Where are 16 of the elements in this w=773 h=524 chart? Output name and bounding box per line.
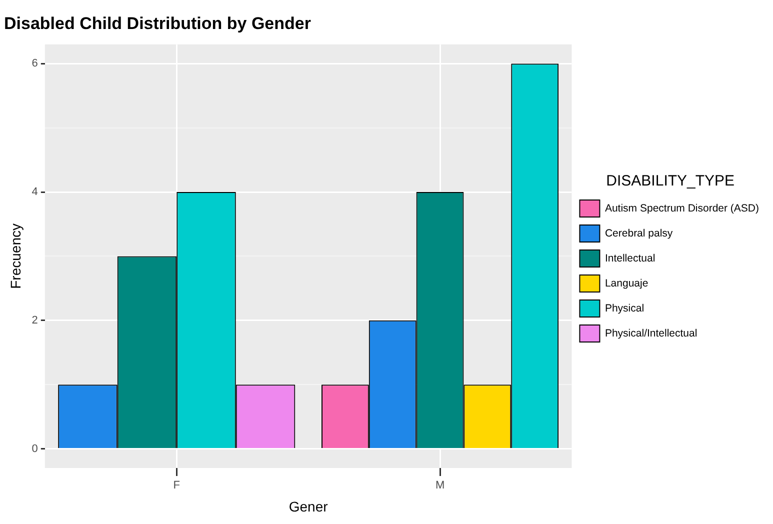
y-tick-label: 6 — [32, 58, 38, 70]
legend-label: Physical/Intellectual — [604, 327, 698, 340]
legend-label: Intellectual — [604, 252, 656, 264]
legend-label: Cerebral palsy — [604, 227, 674, 240]
legend-title: DISABILITY_TYPE — [606, 172, 735, 190]
y-tick-label: 0 — [32, 442, 38, 455]
y-axis-title: Frecuency — [7, 224, 24, 289]
legend-label: Physical — [604, 302, 644, 314]
y-tick-label: 2 — [32, 314, 38, 326]
y-tick-label: 4 — [32, 186, 38, 198]
x-tick-label: F — [173, 480, 180, 492]
x-tick-label: M — [435, 480, 445, 492]
legend-label: Languaje — [604, 277, 648, 290]
chart-title: Disabled Child Distribution by Gender — [4, 14, 312, 33]
x-axis-title: Gener — [288, 498, 328, 514]
legend-label: Autism Spectrum Disorder (ASD) — [604, 202, 760, 214]
